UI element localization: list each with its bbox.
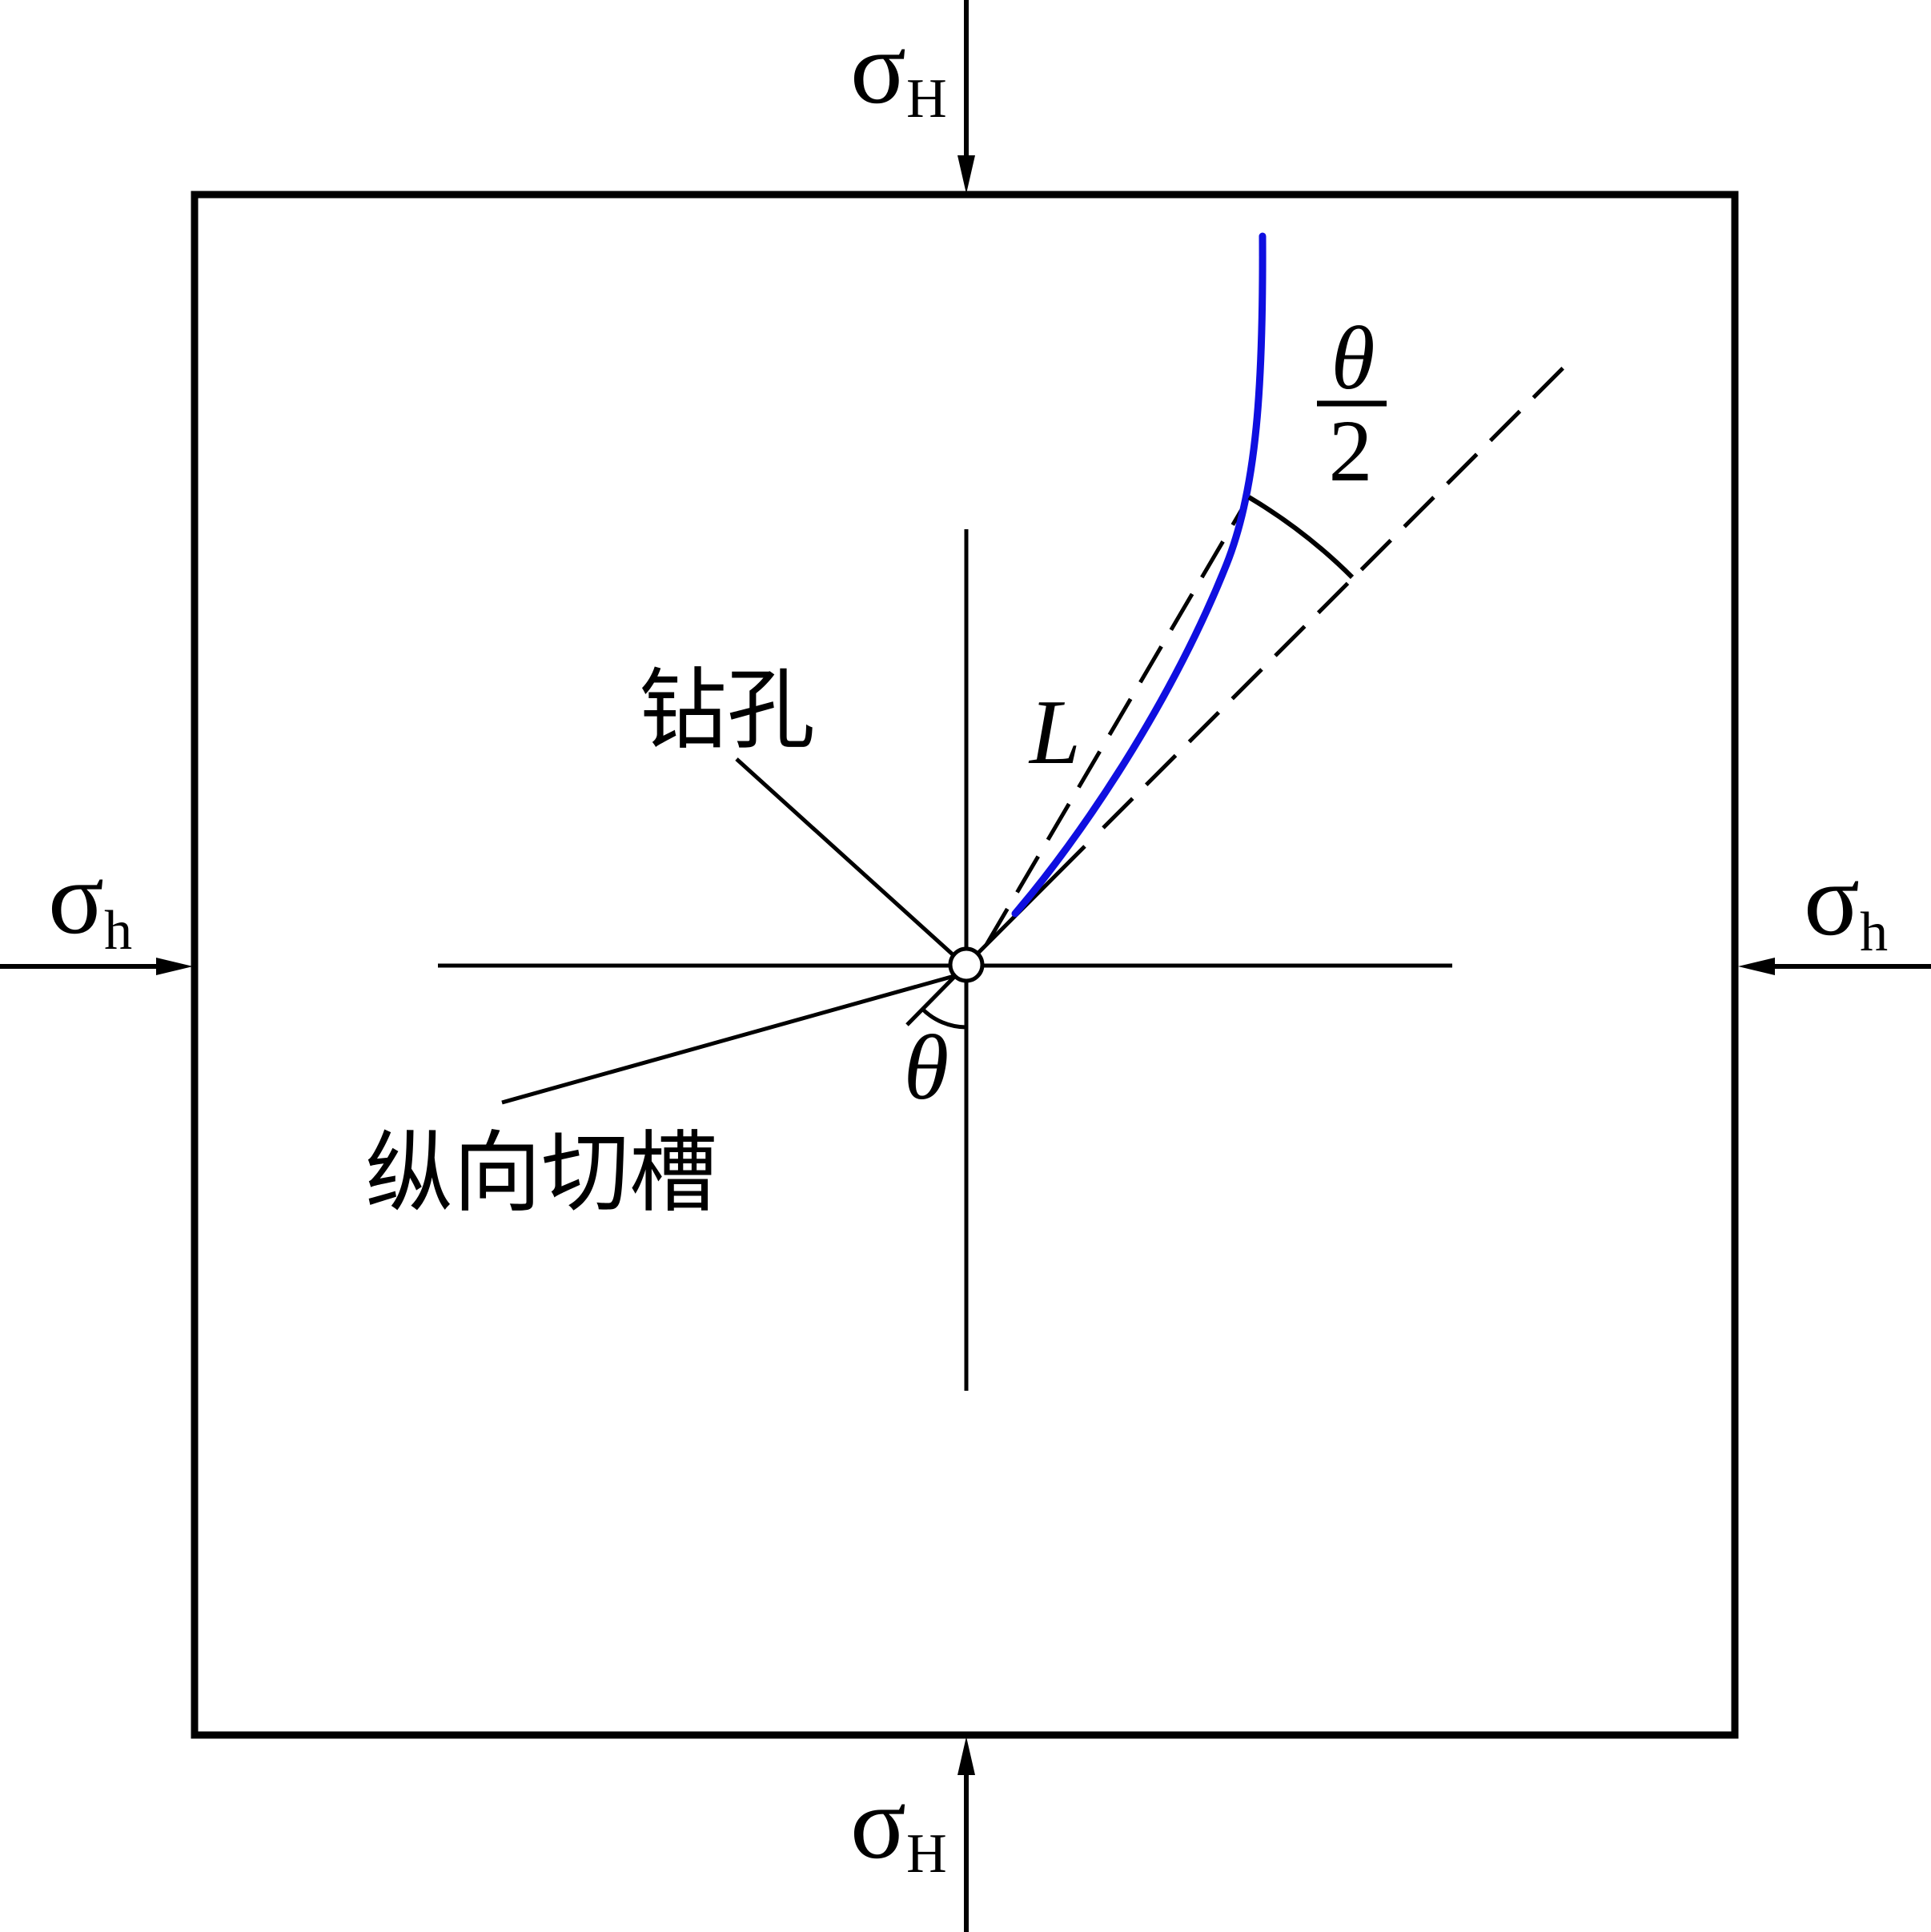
stress-arrow-left bbox=[0, 958, 193, 975]
half-theta-denominator: 2 bbox=[1329, 402, 1373, 500]
stress-arrow-right bbox=[1738, 958, 1931, 975]
stress-arrow-left-head-icon bbox=[156, 958, 193, 975]
slot-extension-dashed-line bbox=[1102, 364, 1567, 829]
half-theta-arc bbox=[1247, 495, 1355, 580]
half-theta-numerator: θ bbox=[1331, 309, 1375, 408]
borehole-label: 钻孔 bbox=[639, 662, 815, 760]
stress-label-left: σh bbox=[48, 841, 132, 962]
borehole-circle bbox=[948, 946, 985, 983]
stress-arrow-bottom-head-icon bbox=[957, 1737, 975, 1775]
crack-curve bbox=[1011, 232, 1267, 918]
stress-label-top: σH bbox=[850, 10, 947, 130]
theta-arc bbox=[921, 1007, 967, 1030]
slot-line-lower bbox=[905, 969, 962, 1026]
slot-pointer-line bbox=[501, 972, 961, 1105]
specimen-outline bbox=[191, 191, 1739, 1739]
stress-arrow-top-head-icon bbox=[957, 155, 975, 194]
half-theta-label: θ 2 bbox=[1317, 309, 1387, 500]
slot-label: 纵向切槽 bbox=[365, 1125, 717, 1223]
stress-label-right: σh bbox=[1804, 842, 1888, 963]
stress-arrow-top bbox=[957, 0, 975, 194]
stress-label-bottom: σH bbox=[850, 1765, 947, 1885]
crack-length-label: L bbox=[1028, 681, 1081, 783]
borehole-pointer-line bbox=[735, 757, 955, 957]
stress-arrow-bottom bbox=[957, 1737, 975, 1932]
stress-arrow-right-head-icon bbox=[1738, 958, 1775, 975]
crack-chord-dashed-line bbox=[984, 505, 1246, 946]
theta-label: θ bbox=[904, 1017, 949, 1119]
